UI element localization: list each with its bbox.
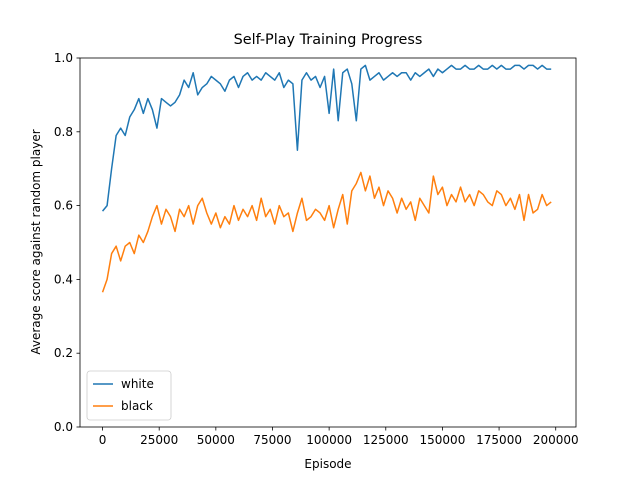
x-tick-label: 175000	[476, 433, 522, 447]
y-tick-label: 0.2	[54, 346, 73, 360]
y-tick-label: 0.8	[54, 125, 73, 139]
x-tick-label: 100000	[306, 433, 352, 447]
x-tick-label: 0	[99, 433, 107, 447]
legend-label: white	[121, 377, 154, 391]
legend-label: black	[121, 399, 153, 413]
x-tick-label: 75000	[253, 433, 291, 447]
y-tick-label: 0.4	[54, 272, 73, 286]
series-line	[101, 64, 552, 212]
plot-frame	[79, 57, 577, 428]
chart-title: Self-Play Training Progress	[234, 32, 423, 48]
y-tick-label: 1.0	[54, 51, 73, 65]
x-tick-label: 125000	[363, 433, 409, 447]
x-tick-label: 200000	[533, 433, 579, 447]
y-tick-label: 0.6	[54, 199, 73, 213]
y-axis-label: Average score against random player	[29, 129, 43, 354]
x-tick-label: 25000	[140, 433, 178, 447]
x-tick-label: 50000	[197, 433, 235, 447]
series-line	[101, 171, 552, 293]
x-axis-label: Episode	[304, 457, 351, 471]
y-tick-label: 0.0	[54, 420, 73, 434]
x-tick-label: 150000	[420, 433, 466, 447]
